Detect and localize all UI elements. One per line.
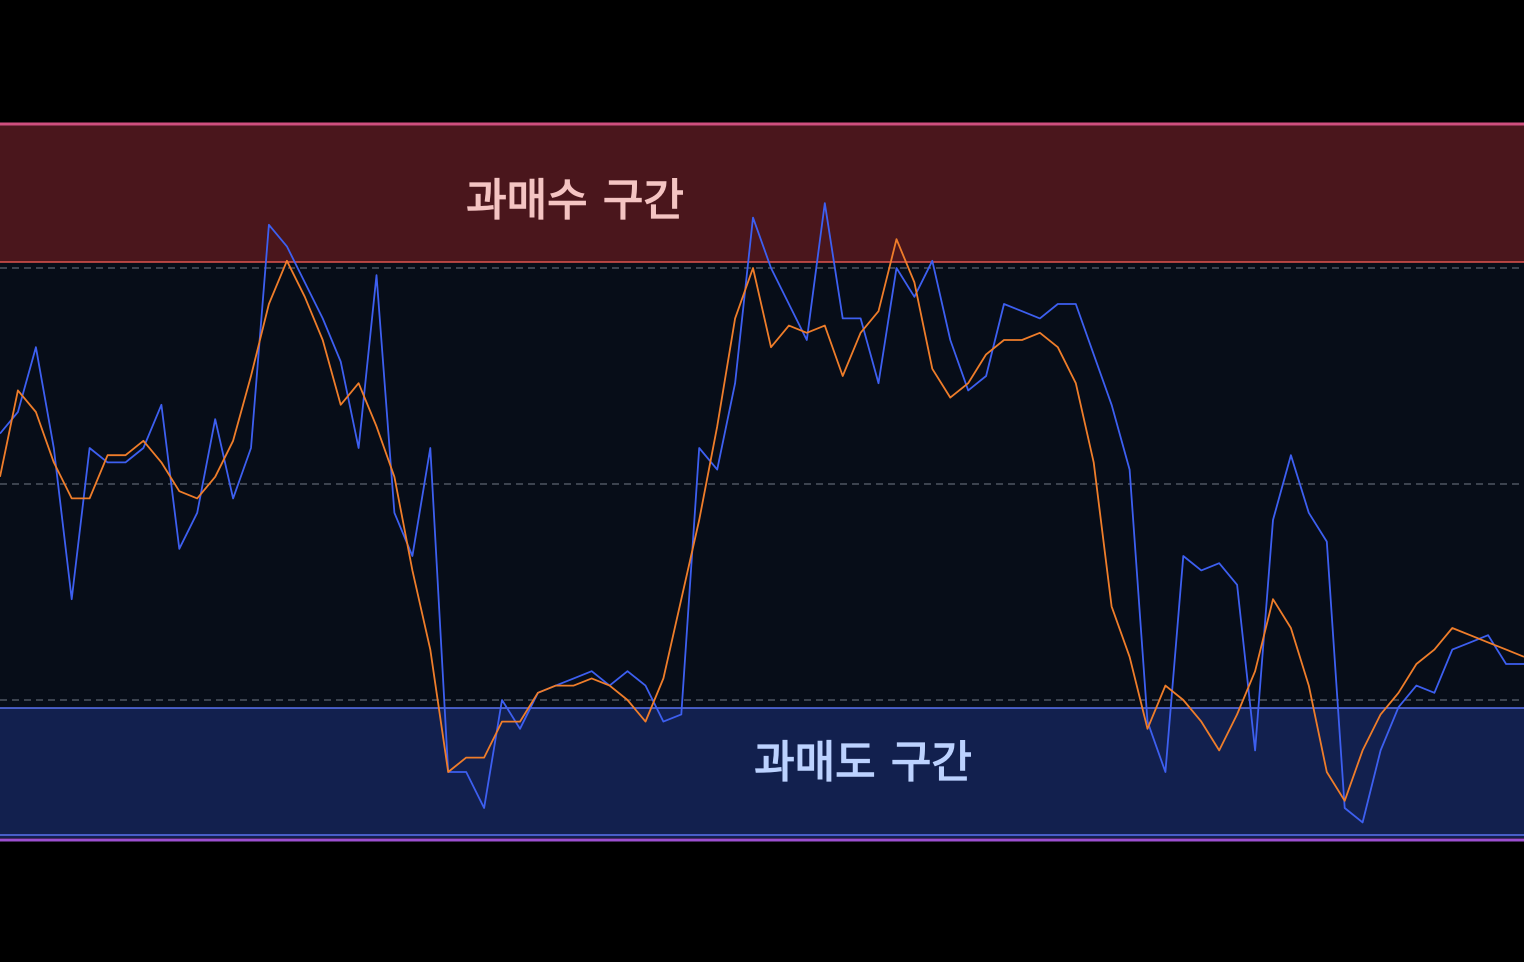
oversold-zone-label: 과매도 구간 (754, 737, 972, 788)
overbought-zone-label: 과매수 구간 (466, 175, 684, 226)
series-line-fast (0, 202, 1524, 824)
overbought-zone (0, 124, 1524, 262)
series-line-slow (0, 238, 1524, 802)
guide-lines (0, 267, 1524, 701)
series-layer (0, 202, 1524, 824)
oversold-zone (0, 708, 1524, 838)
